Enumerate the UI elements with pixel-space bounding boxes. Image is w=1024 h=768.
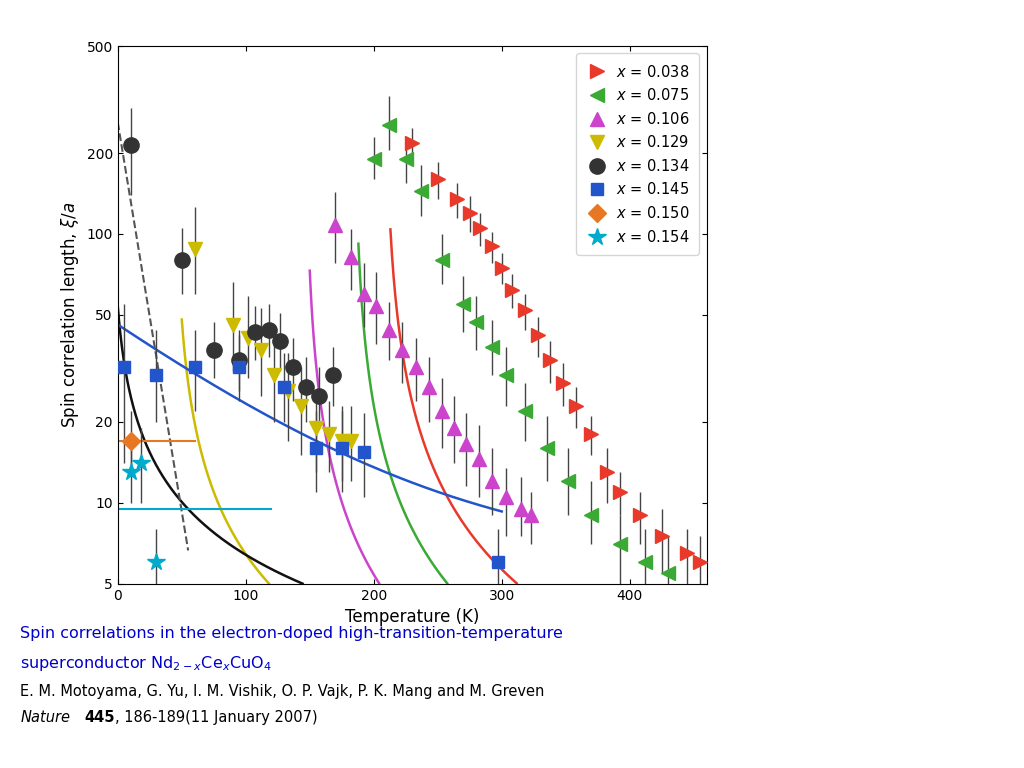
Text: , 186-189(11 January 2007): , 186-189(11 January 2007): [115, 710, 317, 726]
Text: Nature: Nature: [20, 710, 71, 726]
Text: 445: 445: [84, 710, 115, 726]
Legend: $x$ = 0.038, $x$ = 0.075, $x$ = 0.106, $x$ = 0.129, $x$ = 0.134, $x$ = 0.145, $x: $x$ = 0.038, $x$ = 0.075, $x$ = 0.106, $…: [577, 53, 699, 255]
Text: superconductor Nd$_{2-x}$Ce$_x$CuO$_4$: superconductor Nd$_{2-x}$Ce$_x$CuO$_4$: [20, 654, 272, 674]
Text: E. M. Motoyama, G. Yu, I. M. Vishik, O. P. Vajk, P. K. Mang and M. Greven: E. M. Motoyama, G. Yu, I. M. Vishik, O. …: [20, 684, 545, 699]
Y-axis label: Spin correlation length, $\xi/a$: Spin correlation length, $\xi/a$: [59, 202, 81, 428]
Text: Spin correlations in the electron-doped high-transition-temperature: Spin correlations in the electron-doped …: [20, 626, 563, 641]
X-axis label: Temperature (K): Temperature (K): [345, 608, 479, 626]
